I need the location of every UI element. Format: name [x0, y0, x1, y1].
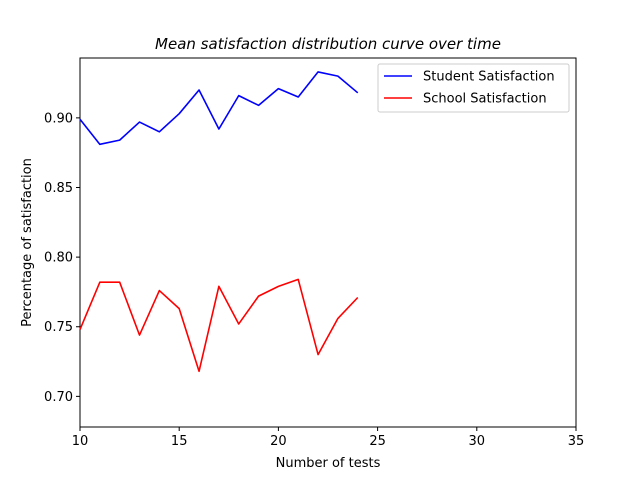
x-axis-label: Number of tests	[276, 456, 381, 471]
x-tick-label: 20	[270, 434, 287, 449]
x-tick-label: 25	[369, 434, 386, 449]
x-axis-ticks: 10 15 20 25 30 35	[72, 427, 585, 449]
series-line-1	[79, 71, 359, 146]
legend-box	[377, 63, 570, 113]
x-tick-label: 35	[568, 434, 585, 449]
x-tick-label: 10	[72, 434, 89, 449]
y-tick-label: 0.85	[44, 181, 73, 196]
y-axis-label: Percentage of satisfaction	[20, 158, 35, 327]
y-axis-ticks: 0.70 0.75 0.80 0.85 0.90	[44, 111, 80, 405]
x-tick-label: 30	[469, 434, 486, 449]
series-line-2	[79, 278, 359, 373]
y-tick-label: 0.90	[44, 111, 73, 126]
legend-label-1: Student Satisfaction	[423, 70, 555, 85]
legend-label-2: School Satisfaction	[423, 92, 547, 107]
y-tick-label: 0.75	[44, 320, 73, 335]
series-layer	[79, 71, 359, 373]
y-tick-label: 0.70	[44, 390, 73, 405]
plot-area	[79, 57, 577, 428]
y-tick-label: 0.80	[44, 251, 73, 266]
legend: Student Satisfaction School Satisfaction	[377, 63, 570, 113]
x-tick-label: 15	[171, 434, 188, 449]
chart-title: Mean satisfaction distribution curve ove…	[155, 35, 501, 53]
